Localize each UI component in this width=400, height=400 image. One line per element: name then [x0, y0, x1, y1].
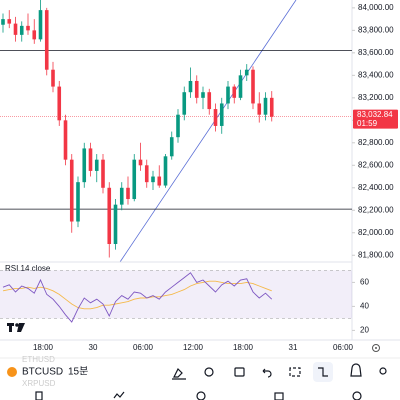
- candle-body: [269, 97, 274, 117]
- y-tick-label: 83,400.00: [358, 70, 394, 79]
- candle-body: [101, 159, 105, 188]
- candle-body: [107, 187, 112, 245]
- candle-body: [263, 97, 268, 115]
- last-price-label: 83,032.84: [357, 110, 393, 119]
- indicator-tool[interactable]: [204, 367, 214, 377]
- candle-body: [244, 69, 249, 76]
- candle-body: [182, 92, 187, 115]
- candle-body: [1, 19, 5, 25]
- countdown: 01:59: [357, 119, 378, 128]
- tab-ideas[interactable]: [196, 391, 206, 400]
- candle-body: [257, 103, 262, 115]
- candle-body: [238, 75, 243, 98]
- draw-tool[interactable]: [172, 367, 186, 380]
- settings[interactable]: [379, 367, 387, 375]
- candle-body: [7, 19, 12, 24]
- candle-body: [82, 148, 87, 183]
- rsi-line: [2, 272, 273, 323]
- candle-body: [169, 137, 174, 157]
- y-tick-label: 83,800.00: [358, 25, 394, 34]
- btc-icon: [7, 367, 17, 377]
- y-tick-label: 82,400.00: [358, 183, 394, 192]
- rsi-tick-label: 20: [360, 326, 369, 335]
- candle-body: [144, 165, 149, 183]
- candle-body: [88, 148, 93, 171]
- x-tick-label: 06:00: [333, 343, 354, 352]
- candle-body: [13, 23, 18, 35]
- candle-body: [138, 159, 143, 166]
- candle-body: [76, 182, 80, 222]
- candle-body: [194, 80, 199, 98]
- cursor-tool[interactable]: [318, 367, 328, 377]
- candle-body: [188, 80, 193, 93]
- candle-body: [126, 187, 130, 200]
- rsi-ma-line: [2, 280, 272, 310]
- candle-body: [38, 10, 43, 40]
- candle-body: [207, 92, 212, 110]
- y-tick-label: 82,800.00: [358, 138, 394, 147]
- interval[interactable]: 15분: [68, 366, 88, 378]
- candle-body: [113, 204, 118, 245]
- candle-body: [151, 176, 155, 183]
- candle-body: [51, 69, 55, 87]
- candle-body: [251, 69, 255, 104]
- candle-body: [119, 187, 124, 205]
- undo[interactable]: [262, 368, 272, 378]
- symbol-ghost: ETHUSD: [22, 355, 55, 364]
- alert-tool[interactable]: [234, 367, 245, 377]
- trend-line: [119, 0, 297, 263]
- tv-logo: [7, 323, 25, 332]
- x-tick-label: 12:00: [183, 343, 204, 352]
- candle-body: [176, 114, 180, 138]
- y-tick-label: 83,600.00: [358, 48, 394, 57]
- candle-body: [26, 25, 30, 31]
- tab-chart[interactable]: [113, 391, 125, 399]
- candle-body: [163, 156, 168, 186]
- x-tick-label: 30: [89, 343, 98, 352]
- candle-body: [226, 86, 230, 104]
- y-tick-label: 82,600.00: [358, 160, 394, 169]
- symbol-ghost: XRPUSD: [22, 379, 56, 388]
- y-tick-label: 82,000.00: [358, 228, 394, 237]
- y-tick-label: 81,800.00: [358, 250, 394, 259]
- candle-body: [232, 86, 237, 98]
- candle-body: [32, 30, 37, 40]
- candle-body: [94, 159, 99, 171]
- candle-body: [201, 92, 205, 98]
- tab-profile[interactable]: [352, 391, 362, 400]
- x-tick-label: 18:00: [33, 343, 54, 352]
- notifications[interactable]: [350, 363, 362, 377]
- rsi-tick-label: 60: [360, 278, 369, 287]
- y-tick-label: 83,200.00: [358, 93, 394, 102]
- tab-menu[interactable]: [274, 392, 284, 400]
- x-tick-label: 06:00: [133, 343, 154, 352]
- candle-body: [19, 25, 24, 35]
- symbol[interactable]: BTCUSD: [22, 367, 63, 378]
- rsi-title: RSI 14 close: [5, 264, 51, 273]
- candle-body: [44, 10, 49, 70]
- settings-icon[interactable]: [372, 344, 380, 352]
- x-tick-label: 18:00: [233, 343, 254, 352]
- y-tick-label: 84,000.00: [358, 3, 394, 12]
- candle-body: [69, 159, 74, 222]
- rsi-band: [0, 270, 352, 319]
- x-tick-label: 31: [289, 343, 298, 352]
- candle-body: [132, 159, 137, 200]
- candle-body: [157, 176, 162, 186]
- rsi-tick-label: 40: [360, 302, 369, 311]
- fullscreen[interactable]: [289, 367, 301, 377]
- last-price-tag: [353, 109, 398, 129]
- candle-body: [57, 86, 62, 121]
- candle-body: [219, 103, 224, 126]
- y-tick-label: 82,200.00: [358, 205, 394, 214]
- candle-body: [63, 120, 68, 160]
- tab-watchlist[interactable]: [35, 391, 43, 400]
- candle-body: [213, 109, 218, 126]
